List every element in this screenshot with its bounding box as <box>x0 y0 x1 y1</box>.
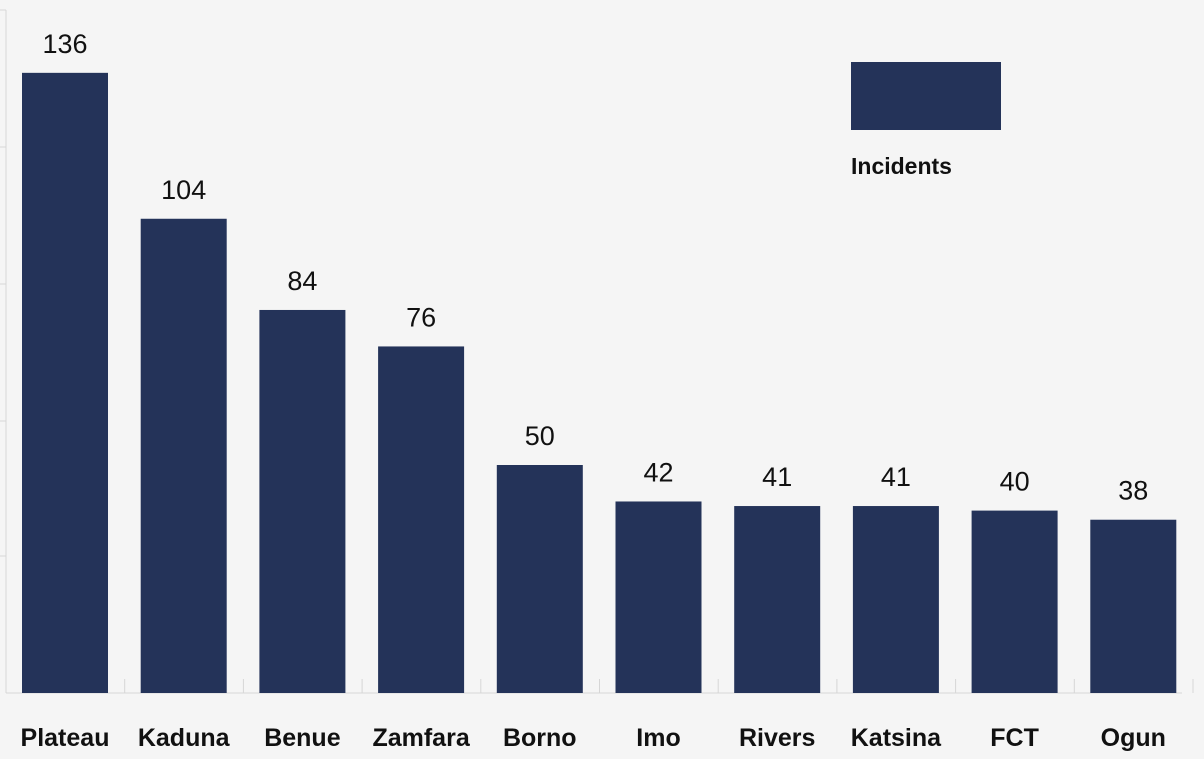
bar-kaduna[interactable] <box>140 218 227 693</box>
data-label-zamfara: 76 <box>406 302 436 332</box>
data-label-rivers: 41 <box>762 462 792 492</box>
data-label-fct: 40 <box>1000 467 1030 497</box>
category-label-plateau: Plateau <box>21 724 110 752</box>
data-label-plateau: 136 <box>42 29 87 59</box>
bar-imo[interactable] <box>615 501 702 693</box>
category-label-ogun: Ogun <box>1101 724 1166 752</box>
category-label-zamfara: Zamfara <box>372 724 470 752</box>
data-label-benue: 84 <box>287 266 317 296</box>
legend-swatch-incidents <box>851 62 1001 130</box>
bar-zamfara[interactable] <box>378 346 465 693</box>
category-label-katsina: Katsina <box>851 724 942 752</box>
category-label-kaduna: Kaduna <box>138 724 231 752</box>
category-label-benue: Benue <box>264 724 341 752</box>
category-labels-group: Plateau Kaduna Benue Zamfara Borno Imo Rivers K… <box>21 724 1166 752</box>
category-label-borno: Borno <box>503 724 577 752</box>
data-labels-group: 136 104 84 76 50 42 41 41 40 38 <box>42 29 1148 506</box>
data-label-kaduna: 104 <box>161 175 206 205</box>
bar-benue[interactable] <box>259 309 346 693</box>
bar-ogun[interactable] <box>1090 519 1177 693</box>
bar-rivers[interactable] <box>734 506 821 693</box>
legend[interactable]: Incidents <box>851 62 1001 179</box>
bar-fct[interactable] <box>971 510 1058 693</box>
category-label-fct: FCT <box>990 724 1039 752</box>
data-label-imo: 42 <box>643 457 673 487</box>
data-label-ogun: 38 <box>1118 476 1148 506</box>
data-label-borno: 50 <box>525 421 555 451</box>
bars-group <box>22 72 1177 694</box>
data-label-katsina: 41 <box>881 462 911 492</box>
bar-plateau[interactable] <box>22 72 108 694</box>
legend-label-incidents: Incidents <box>851 153 952 179</box>
bar-katsina[interactable] <box>852 506 939 693</box>
category-label-imo: Imo <box>636 724 680 752</box>
category-label-rivers: Rivers <box>739 724 815 752</box>
bar-borno[interactable] <box>496 465 583 693</box>
